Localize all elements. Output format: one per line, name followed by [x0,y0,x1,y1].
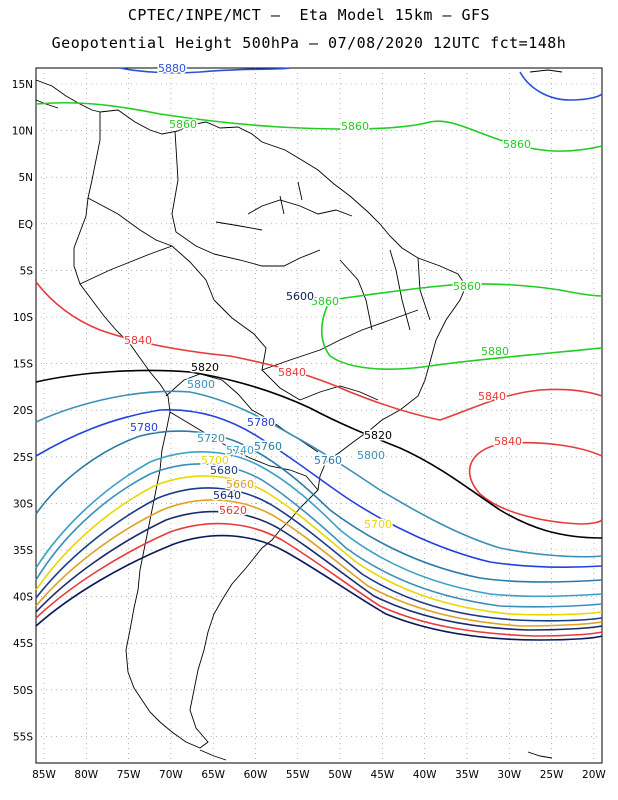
lon-tick-label: 30W [497,769,521,781]
lat-tick-label: 15N [12,79,33,91]
lon-tick-label: 65W [201,769,225,781]
geopotential-contours [35,67,603,641]
contour-label: 5800 [357,449,385,462]
contour-label: 5620 [219,504,247,517]
lat-tick-label: 15S [13,359,33,371]
lat-tick-label: 25S [13,452,33,464]
lat-tick-label: 45S [13,638,33,650]
lat-tick-label: 40S [13,592,33,604]
lon-tick-label: 70W [159,769,183,781]
contour-label: 5720 [197,432,225,445]
lon-tick-label: 80W [74,769,98,781]
contour-label: 5860 [453,280,481,293]
contour-label: 5880 [158,62,186,75]
contour-label: 5860 [311,295,339,308]
lat-tick-label: 5S [20,265,34,277]
lon-tick-label: 20W [582,769,606,781]
contour-label: 5740 [226,444,254,457]
contour-label: 5820 [364,429,392,442]
lat-tick-label: 10N [12,126,33,138]
contour-label: 5840 [478,390,506,403]
contour-label: 5860 [169,118,197,131]
map-title-line1: CPTEC/INPE/MCT – Eta Model 15km – GFS [127,6,491,24]
contour-label: 5860 [341,120,369,133]
contour-label: 5800 [187,378,215,391]
lat-tick-label: 10S [13,312,33,324]
lat-tick-label: 30S [13,498,33,510]
contour-label: 5820 [191,361,219,374]
lon-tick-label: 35W [455,769,479,781]
lon-tick-label: 75W [117,769,141,781]
contour-label: 5780 [130,421,158,434]
contour-labels: 5880 5860 5860 5860 5860 5860 5880 5840 5840 5840… [123,61,533,533]
lon-tick-label: 55W [286,769,310,781]
contour-label: 5680 [210,464,238,477]
lat-tick-label: 20S [13,405,33,417]
contour-label: 5760 [254,440,282,453]
contour-label: 5660 [226,478,254,491]
lon-tick-label: 40W [413,769,437,781]
lat-tick-label: 50S [13,685,33,697]
lat-tick-label: 5N [18,172,33,184]
lon-tick-label: 50W [328,769,352,781]
map-frame [35,67,603,764]
lon-tick-label: 60W [244,769,268,781]
contour-label: 5700 [201,454,229,467]
lat-tick-label: 55S [13,731,33,743]
contour-label: 5840 [278,366,306,379]
contour-label: 5880 [481,345,509,358]
lon-tick-label: 25W [540,769,564,781]
contour-label: 5760 [314,454,342,467]
lon-tick-label: 45W [371,769,395,781]
contour-label: 5700 [364,518,392,531]
graticule [36,68,602,763]
contour-label: 5780 [247,416,275,429]
contour-label: 5860 [503,138,531,151]
contour-label: 5840 [124,334,152,347]
contour-label: 5840 [494,435,522,448]
contour-label: 5600 [286,290,314,303]
contour-label: 5640 [213,489,241,502]
lat-tick-label: 35S [13,545,33,557]
lon-tick-label: 85W [32,769,56,781]
lat-tick-label: EQ [18,219,33,231]
map-title-line2: Geopotential Height 500hPa – 07/08/2020 … [51,34,567,52]
coastlines-and-borders [35,69,563,761]
axis-tick-labels: 15N 10N 5N EQ 5S 10S 15S 20S 25S 30S 35S 40S 45S 50S 5… [12,79,607,781]
